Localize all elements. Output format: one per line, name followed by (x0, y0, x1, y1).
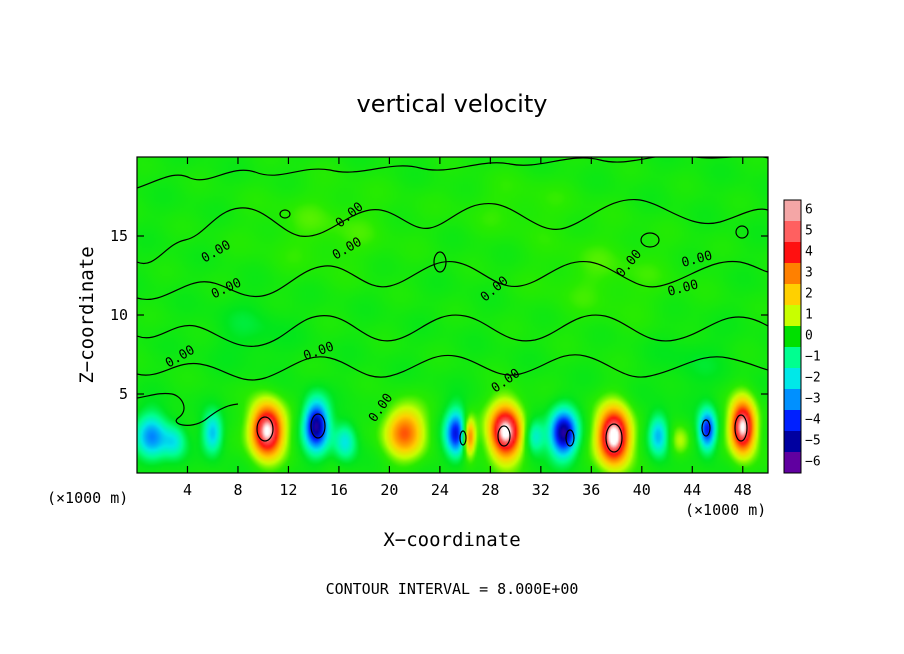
x-tick-label: 36 (582, 481, 600, 499)
contour-line (137, 392, 239, 426)
colorbar-swatch (784, 221, 801, 243)
x-tick-label: 8 (233, 481, 242, 499)
contour-line (137, 354, 768, 381)
x-tick-label: 24 (431, 481, 449, 499)
y-tick-label: 10 (110, 306, 128, 324)
colorbar-tick-label: −4 (805, 413, 821, 428)
colorbar-tick-label: −3 (805, 392, 821, 407)
contour-line (640, 232, 660, 248)
colorbar-swatch (784, 389, 801, 411)
contour-interval-note: CONTOUR INTERVAL = 8.000E+00 (326, 580, 579, 598)
contour-line (701, 419, 711, 437)
contour-line (605, 423, 623, 453)
contour-line (735, 225, 749, 239)
colorbar-tick-label: −6 (805, 455, 821, 470)
y-axis-label: Z−coordinate (76, 246, 98, 383)
contour-lines (137, 157, 768, 453)
contour-line (137, 157, 768, 189)
colorbar-tick-label: 6 (805, 203, 813, 218)
contour-line (459, 430, 467, 446)
contour-line (497, 425, 511, 447)
x-tick-label: 16 (330, 481, 348, 499)
contour-line (137, 314, 768, 347)
x-axis-label: X−coordinate (383, 529, 520, 551)
colorbar-tick-label: −1 (805, 350, 821, 365)
y-tick-label: 5 (119, 385, 128, 403)
x-tick-label: 28 (481, 481, 499, 499)
x-unit-right: (×1000 m) (685, 501, 766, 519)
y-tick-label: 15 (110, 227, 128, 245)
colorbar-tick-label: 0 (805, 329, 813, 344)
x-tick-label: 40 (633, 481, 651, 499)
x-tick-label: 12 (279, 481, 297, 499)
colorbar-swatch (784, 200, 801, 222)
colorbar-swatch (784, 284, 801, 306)
colorbar-swatch (784, 242, 801, 264)
colorbar-swatch (784, 368, 801, 390)
colorbar-tick-label: 4 (805, 245, 813, 260)
colorbar-swatch (784, 410, 801, 432)
x-unit-left: (×1000 m) (47, 489, 128, 507)
contour-line (137, 260, 768, 300)
colorbar-tick-label: −2 (805, 371, 821, 386)
colorbar-tick-label: 2 (805, 287, 813, 302)
colorbar-swatch (784, 347, 801, 369)
contour-line (565, 429, 575, 447)
x-tick-label: 44 (683, 481, 701, 499)
colorbar-swatch (784, 326, 801, 348)
contour-line (734, 414, 748, 442)
contour-line (310, 413, 326, 439)
colorbar-swatch (784, 452, 801, 474)
colorbar-swatch (784, 305, 801, 327)
x-tick-label: 4 (183, 481, 192, 499)
colorbar-swatch (784, 263, 801, 285)
x-tick-label: 32 (532, 481, 550, 499)
colorbar-swatch (784, 431, 801, 453)
colorbar-tick-label: −5 (805, 434, 821, 449)
colorbar: 6 5 4 3 2 1 0 −1 −2 −3 −4 −5 −6 (783, 199, 821, 474)
colorbar-tick-label: 3 (805, 266, 813, 281)
contour-line (256, 416, 274, 442)
colorbar-tick-label: 1 (805, 308, 813, 323)
y-axis: 5 10 15 (110, 227, 768, 403)
contour-line (433, 251, 447, 273)
colorbar-frame (783, 199, 802, 474)
contour-line (137, 198, 768, 265)
contour-line (279, 209, 291, 219)
x-tick-label: 48 (734, 481, 752, 499)
chart-title: vertical velocity (357, 90, 548, 118)
x-tick-label: 20 (380, 481, 398, 499)
x-axis: 4 8 12 16 20 24 28 32 36 40 44 48 (183, 157, 752, 499)
colorbar-tick-label: 5 (805, 224, 813, 239)
